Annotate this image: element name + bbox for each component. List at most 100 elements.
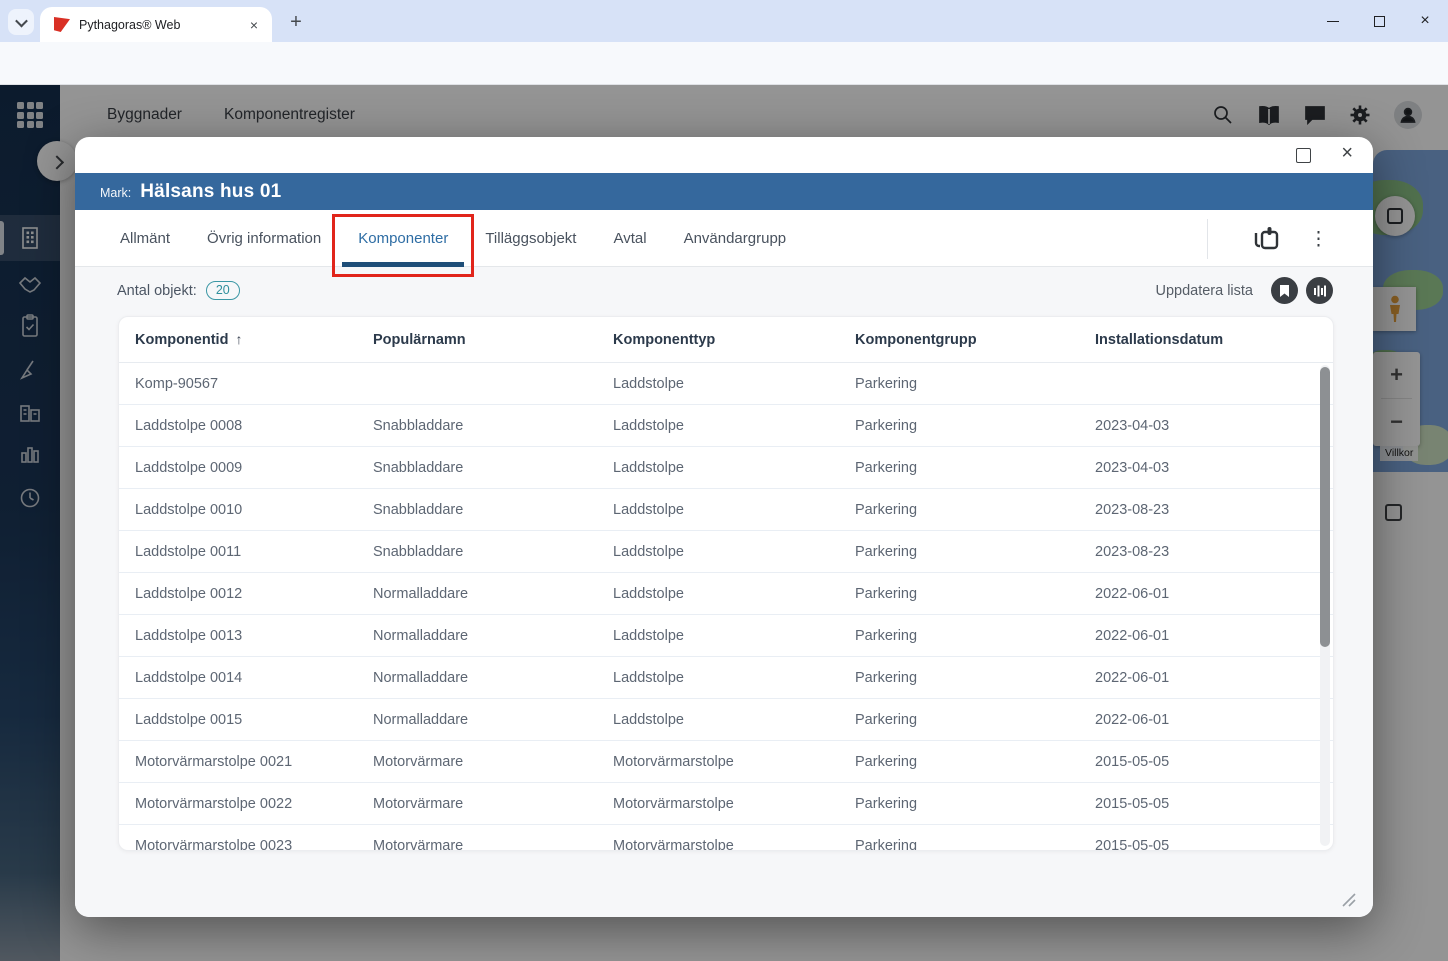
- map-expand-button[interactable]: [1375, 196, 1415, 236]
- column-header-installationsdatum[interactable]: Installationsdatum: [1079, 332, 1333, 348]
- sidebar-item-properties[interactable]: [0, 389, 60, 435]
- window-minimize-button[interactable]: [1310, 0, 1356, 42]
- sidebar-item-buildings[interactable]: [0, 215, 60, 261]
- sort-asc-icon: ↑: [235, 331, 243, 347]
- tab-title: Pythagoras® Web: [79, 17, 181, 32]
- user-icon: [1400, 107, 1416, 123]
- book-icon[interactable]: [1257, 105, 1281, 125]
- zoom-divider: [1381, 398, 1412, 399]
- tab-avtal[interactable]: Avtal: [613, 229, 647, 247]
- browser-tabstrip: Pythagoras® Web × + ×: [0, 0, 1448, 42]
- browser-tab[interactable]: Pythagoras® Web ×: [40, 7, 272, 42]
- pythagoras-favicon-icon: [54, 17, 70, 32]
- browser-toolbar: ← → pim.pythagoras.se/py_datamanager_int…: [0, 42, 1448, 121]
- window-maximize-button[interactable]: [1356, 0, 1402, 42]
- maximize-icon: [1373, 15, 1385, 27]
- dialog-header: Mark: Hälsans hus 01: [75, 173, 1373, 210]
- minimize-icon: [1327, 20, 1339, 22]
- table-row[interactable]: Laddstolpe 0010 Snabbladdare Laddstolpe …: [119, 489, 1333, 531]
- dialog-close-button[interactable]: ×: [1341, 142, 1353, 164]
- table-row[interactable]: Laddstolpe 0009 Snabbladdare Laddstolpe …: [119, 447, 1333, 489]
- sidebar-item-agreements[interactable]: [0, 261, 60, 307]
- tab-search-button[interactable]: [8, 9, 34, 35]
- zoom-out-button[interactable]: −: [1390, 409, 1403, 434]
- bookmark-icon: [1280, 284, 1289, 297]
- tab-anv-ndargrupp[interactable]: Användargrupp: [683, 229, 787, 247]
- table-row[interactable]: Laddstolpe 0012 Normalladdare Laddstolpe…: [119, 573, 1333, 615]
- tab-allm-nt[interactable]: Allmänt: [120, 229, 171, 247]
- search-icon[interactable]: [1212, 104, 1234, 126]
- chat-icon[interactable]: [1304, 105, 1326, 125]
- broom-icon: [19, 360, 34, 380]
- tab-till-ggsobjekt[interactable]: Tilläggsobjekt: [485, 229, 577, 247]
- app-grid-icon[interactable]: [17, 102, 43, 128]
- sidebar: [0, 85, 60, 961]
- object-count-badge: 20: [205, 281, 240, 300]
- table-row[interactable]: Laddstolpe 0011 Snabbladdare Laddstolpe …: [119, 531, 1333, 573]
- close-icon: ×: [1420, 12, 1430, 29]
- tab--vrig-information[interactable]: Övrig information: [207, 229, 322, 247]
- nav-item-komponentregister[interactable]: Komponentregister: [223, 106, 355, 123]
- map-terms-link[interactable]: Villkor: [1380, 446, 1419, 461]
- dialog-more-options-button[interactable]: ⋮: [1309, 228, 1329, 250]
- dialog-titlebar: ×: [75, 137, 1373, 173]
- table-row[interactable]: Laddstolpe 0015 Normalladdare Laddstolpe…: [119, 699, 1333, 741]
- app-header-icons: [1212, 85, 1422, 145]
- gauge-icon: [20, 488, 40, 508]
- tab-komponenter[interactable]: Komponenter: [342, 210, 465, 267]
- column-header-populärnamn[interactable]: Populärnamn: [357, 332, 597, 348]
- gear-icon[interactable]: [1349, 104, 1371, 126]
- table-header: Komponentid ↑ Populärnamn Komponenttyp Kompo…: [119, 317, 1333, 363]
- city-icon: [20, 405, 40, 422]
- expand-window-icon: [1385, 504, 1402, 521]
- user-avatar[interactable]: [1394, 101, 1422, 129]
- tab-close-button[interactable]: ×: [249, 16, 258, 33]
- pegman-control[interactable]: [1373, 287, 1416, 331]
- table-row[interactable]: Motorvärmarstolpe 0022 Motorvärmare Moto…: [119, 783, 1333, 825]
- saved-view-button[interactable]: [1271, 277, 1298, 304]
- object-count-label: Antal objekt:: [117, 282, 197, 299]
- table-row[interactable]: Komp-90567 Laddstolpe Parkering: [119, 363, 1333, 405]
- column-settings-button[interactable]: [1306, 277, 1333, 304]
- sidebar-item-tasks[interactable]: [0, 303, 60, 349]
- bar-chart-icon: [21, 447, 39, 463]
- entity-type-label: Mark:: [100, 186, 132, 200]
- table-row[interactable]: Laddstolpe 0013 Normalladdare Laddstolpe…: [119, 615, 1333, 657]
- window-controls: ×: [1310, 0, 1448, 42]
- sidebar-item-meters[interactable]: [0, 475, 60, 521]
- expand-window-icon: [1387, 208, 1403, 224]
- table-scrollbar-thumb[interactable]: [1320, 367, 1330, 647]
- dialog-content: Antal objekt: 20 Uppdatera lista Kompone…: [75, 267, 1373, 917]
- dialog-title: Hälsans hus 01: [140, 181, 282, 202]
- sidebar-expand-button[interactable]: [37, 141, 77, 181]
- pegman-icon: [1389, 295, 1400, 322]
- column-header-komponentid[interactable]: Komponentid ↑: [135, 331, 243, 348]
- column-header-komponentgrupp[interactable]: Komponentgrupp: [839, 332, 1079, 348]
- refresh-list-button[interactable]: Uppdatera lista: [1155, 282, 1253, 299]
- copy-object-button[interactable]: [1251, 223, 1283, 255]
- background-panel: [1376, 478, 1448, 930]
- components-table: Komponentid ↑ Populärnamn Komponenttyp Kompo…: [118, 316, 1334, 851]
- window-close-button[interactable]: ×: [1402, 0, 1448, 42]
- handshake-icon: [18, 276, 42, 293]
- table-row[interactable]: Laddstolpe 0014 Normalladdare Laddstolpe…: [119, 657, 1333, 699]
- sidebar-item-cleaning[interactable]: [0, 347, 60, 393]
- list-toolbar: Antal objekt: 20 Uppdatera lista: [75, 267, 1373, 314]
- table-row[interactable]: Motorvärmarstolpe 0021 Motorvärmare Moto…: [119, 741, 1333, 783]
- column-header-komponenttyp[interactable]: Komponenttyp: [597, 332, 839, 348]
- table-row[interactable]: Laddstolpe 0008 Snabbladdare Laddstolpe …: [119, 405, 1333, 447]
- table-row[interactable]: Motorvärmarstolpe 0023 Motorvärmare Moto…: [119, 825, 1333, 851]
- sidebar-item-reports[interactable]: [0, 431, 60, 477]
- object-dialog: × Mark: Hälsans hus 01 Allmänt Övrig info…: [75, 137, 1373, 917]
- nav-item-byggnader[interactable]: Byggnader: [107, 106, 182, 123]
- dialog-maximize-button[interactable]: [1296, 148, 1311, 163]
- tabbar-divider: [1207, 219, 1208, 259]
- background-card: [80, 922, 1015, 961]
- zoom-in-button[interactable]: +: [1390, 362, 1403, 387]
- chevron-down-icon: [14, 14, 28, 27]
- new-tab-button[interactable]: +: [290, 10, 302, 33]
- dialog-resize-handle[interactable]: [1337, 888, 1357, 913]
- dialog-tabs: Allmänt Övrig information Komponenter Tillä…: [75, 210, 1373, 267]
- copy-object-icon: [1254, 227, 1279, 250]
